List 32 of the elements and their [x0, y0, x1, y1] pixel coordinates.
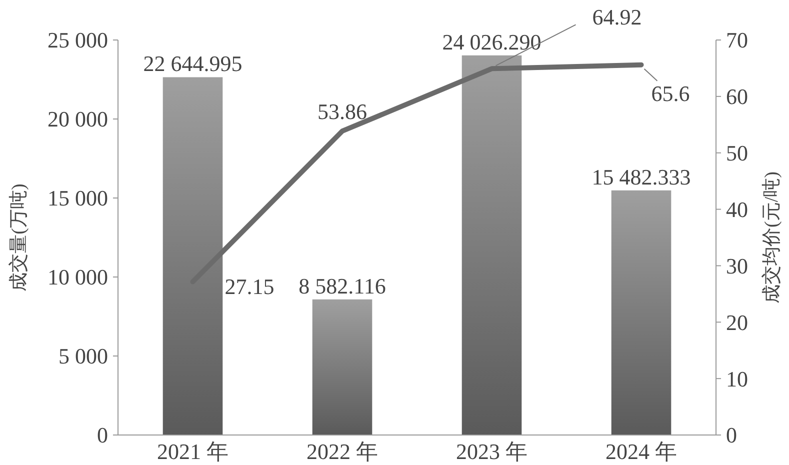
y2-tick-label: 0 — [726, 422, 737, 448]
data-label: 65.6 — [651, 80, 690, 106]
y2-tick-label: 10 — [726, 366, 748, 392]
bar — [312, 299, 372, 435]
y-tick-label: 5 000 — [58, 344, 108, 369]
x-tick-label: 2022 年 — [306, 439, 378, 464]
data-label: 64.92 — [592, 4, 642, 30]
y2-axis-title: 成交均价(元/吨) — [760, 172, 783, 304]
data-label: 53.86 — [318, 99, 367, 124]
x-tick-label: 2023 年 — [456, 439, 528, 464]
y-axis-title: 成交量(万吨) — [8, 184, 30, 292]
data-label: 15 482.333 — [592, 164, 691, 190]
data-label: 24 026.290 — [442, 29, 542, 54]
data-label: 22 644.995 — [143, 51, 242, 76]
y-tick-label: 25 000 — [48, 28, 108, 53]
y-tick-label: 15 000 — [48, 186, 108, 211]
x-tick-label: 2024 年 — [606, 439, 677, 464]
x-tick-label: 2021 年 — [157, 439, 228, 464]
y2-tick-label: 50 — [726, 140, 748, 166]
data-label: 8 582.116 — [298, 273, 386, 298]
y-tick-label: 20 000 — [48, 106, 108, 132]
y2-tick-label: 20 — [726, 310, 748, 335]
bar — [462, 55, 522, 435]
bar — [162, 77, 223, 435]
y2-tick-label: 70 — [726, 28, 748, 53]
y-tick-label: 10 000 — [48, 264, 108, 290]
bar — [611, 190, 672, 435]
y2-tick-label: 30 — [726, 253, 748, 278]
y-tick-label: 0 — [97, 422, 108, 448]
y2-tick-label: 40 — [726, 196, 748, 222]
y2-tick-label: 60 — [726, 84, 748, 110]
data-label: 27.15 — [224, 274, 274, 299]
